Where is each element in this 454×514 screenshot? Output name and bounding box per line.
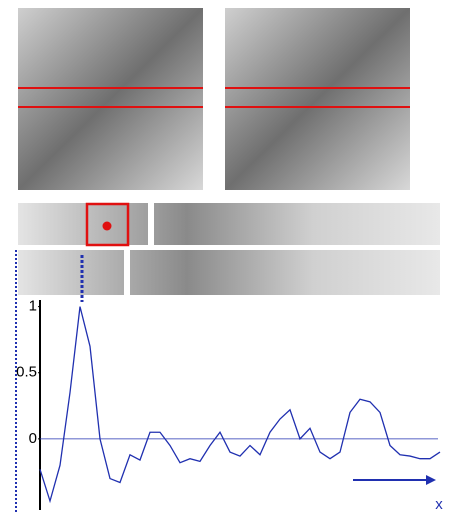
x-label: x bbox=[435, 496, 443, 513]
figure: x 0 0.5 1 bbox=[0, 0, 454, 514]
left-image bbox=[18, 8, 203, 190]
y-tick-label: 0.5 bbox=[16, 364, 37, 381]
left-strip bbox=[18, 203, 440, 245]
strip-gap bbox=[124, 250, 130, 295]
correlation-line bbox=[40, 307, 440, 501]
y-tick-label: 0 bbox=[29, 430, 37, 447]
page: {"chart_data": {"type": "line", "x_label… bbox=[0, 0, 454, 514]
match-point bbox=[103, 222, 112, 231]
strip-gap bbox=[148, 203, 154, 245]
y-tick-label: 1 bbox=[29, 298, 37, 315]
x-arrow-head bbox=[426, 475, 436, 485]
right-image bbox=[225, 8, 410, 190]
